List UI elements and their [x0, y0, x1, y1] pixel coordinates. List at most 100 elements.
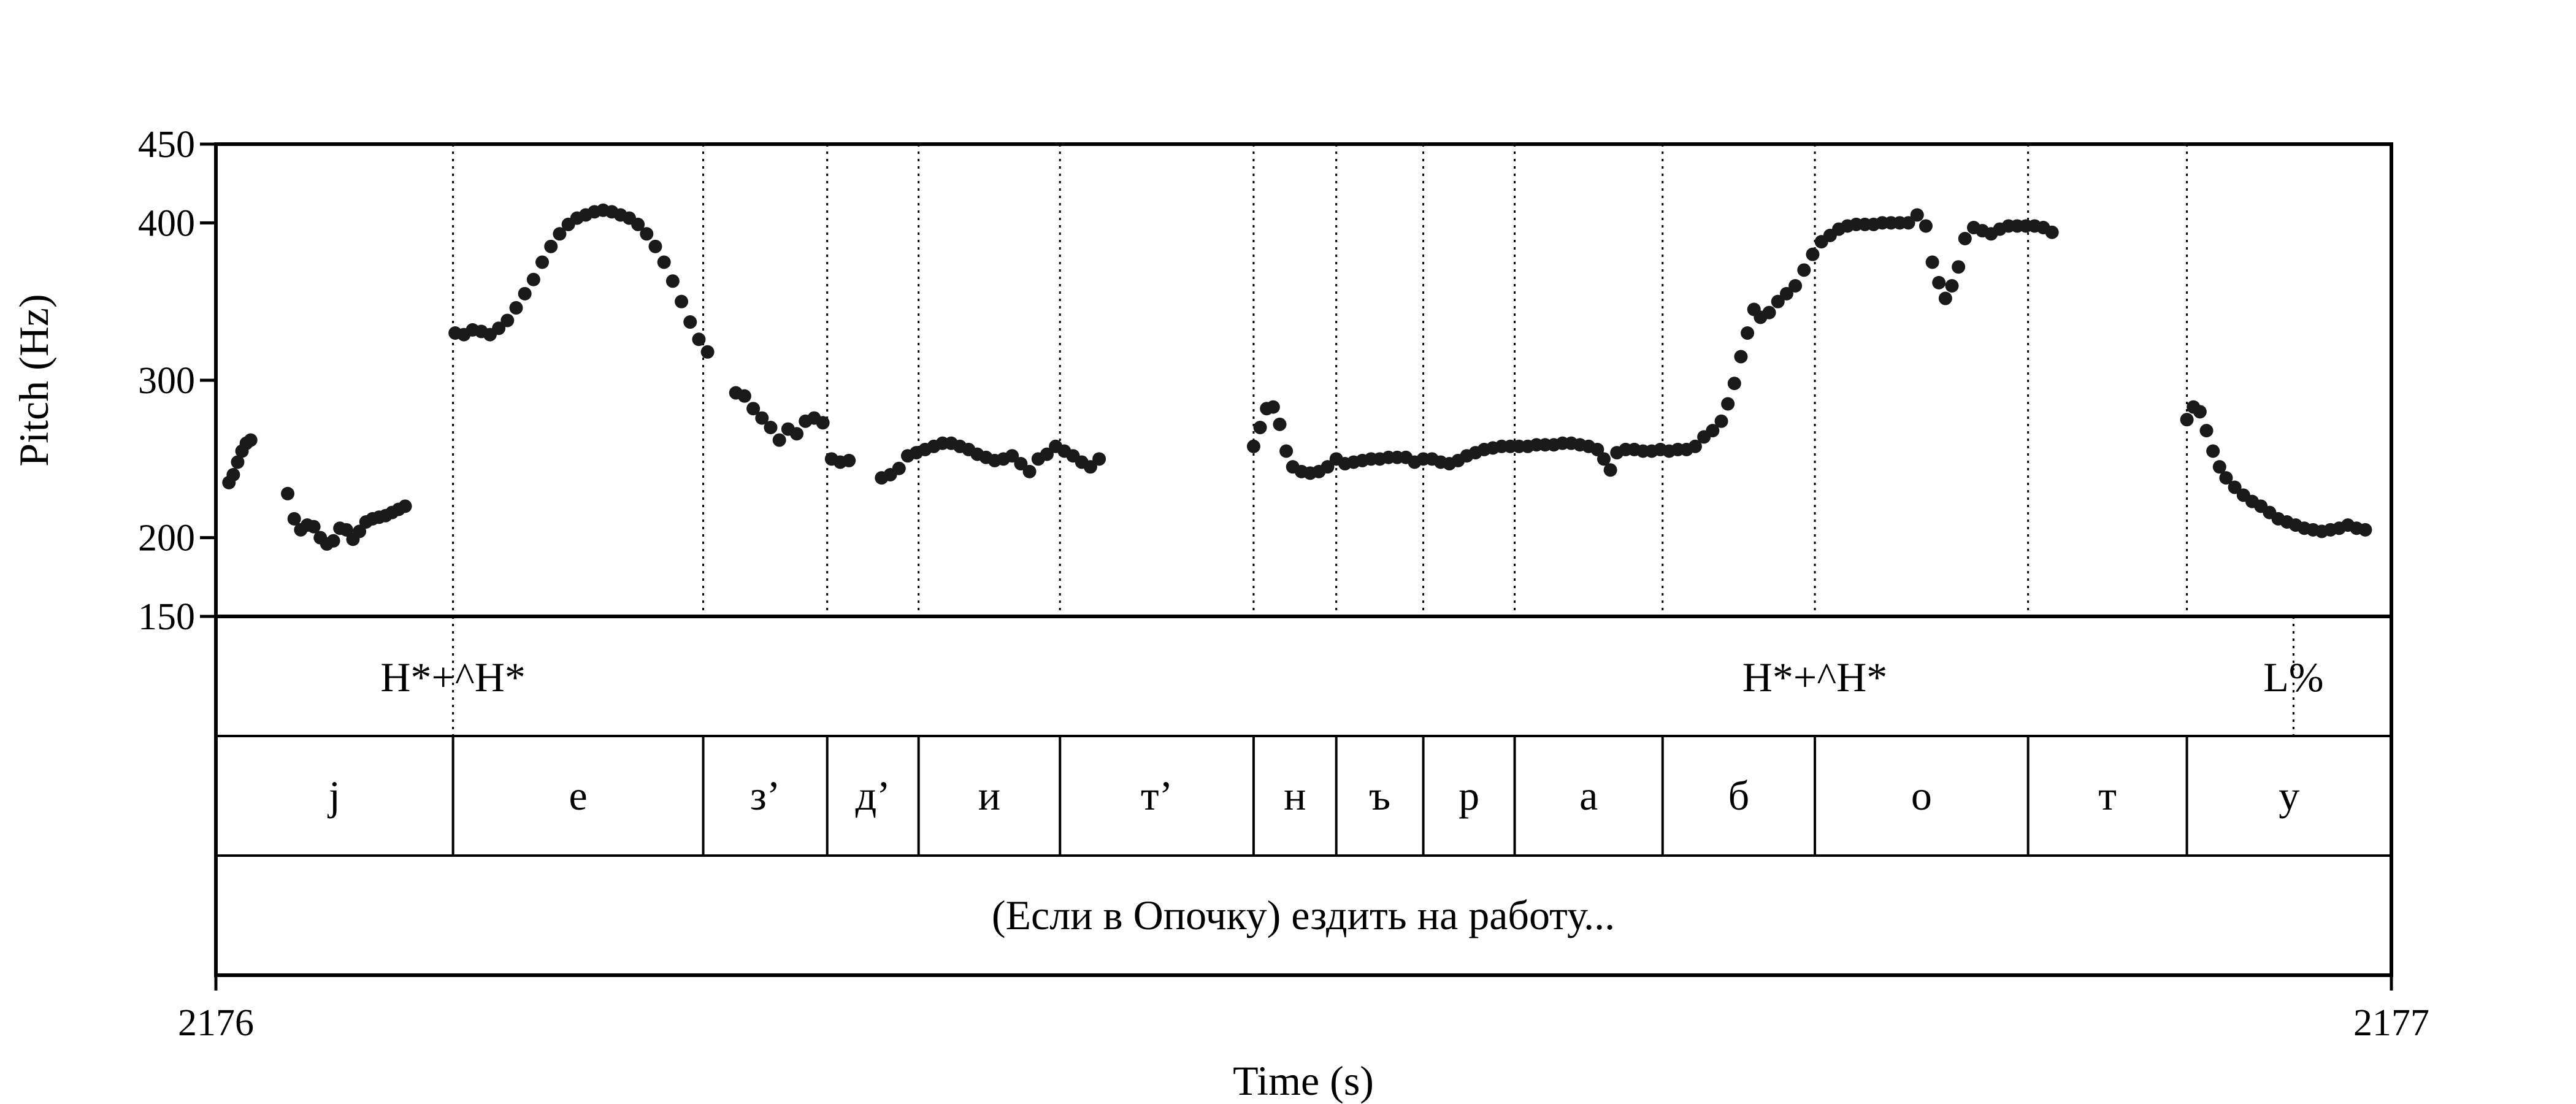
pitch-point	[1040, 447, 1054, 461]
tone-tier: H*+^H* H*+^H* L%	[380, 654, 2323, 700]
segment-label: и	[978, 772, 1000, 819]
segment-label: а	[1579, 772, 1598, 819]
segment-label: з’	[750, 772, 781, 819]
tone-label: H*+^H*	[1742, 654, 1887, 700]
segment-label: д’	[856, 772, 891, 819]
pitch-point	[772, 433, 786, 447]
pitch-point	[1092, 452, 1106, 466]
pitch-point	[544, 239, 558, 253]
pitch-point	[1919, 219, 1933, 233]
pitch-point	[665, 274, 680, 288]
pitch-point	[509, 301, 523, 315]
pitch-point	[1005, 449, 1019, 463]
pitch-point	[287, 512, 301, 526]
pitch-point	[657, 255, 671, 269]
pitch-point	[2193, 405, 2207, 419]
pitch-point	[631, 217, 645, 231]
pitch-point	[1806, 247, 1820, 261]
pitch-point	[1734, 350, 1748, 364]
x-tick-label-end: 2177	[2353, 1002, 2429, 1044]
pitch-point	[1688, 439, 1702, 453]
pitch-point	[2228, 480, 2242, 494]
segment-tier: j е з’ д’ и т’ н ъ р а б о т у	[328, 736, 2299, 856]
pitch-point	[1797, 263, 1811, 277]
pitch-point	[1253, 421, 1267, 434]
pitch-point	[2212, 460, 2226, 474]
pitch-point	[2358, 523, 2372, 537]
pitch-point	[1714, 414, 1728, 428]
pitch-point	[2199, 424, 2214, 438]
pitch-point	[1321, 460, 1335, 474]
segment-label: р	[1459, 772, 1479, 819]
pitch-point	[2206, 444, 2220, 458]
segment-label: ъ	[1369, 772, 1390, 819]
pitch-point	[1083, 460, 1097, 474]
pitch-point	[1938, 291, 1952, 305]
pitch-point	[764, 421, 778, 434]
segment-label: т	[2098, 772, 2117, 819]
segment-label: б	[1728, 772, 1750, 819]
pitch-point	[692, 332, 706, 347]
segment-label: j	[328, 772, 340, 819]
pitch-point	[339, 523, 353, 537]
pitch-point	[500, 313, 515, 328]
segment-label: о	[1911, 772, 1932, 819]
x-tick-label-start: 2176	[178, 1002, 254, 1044]
segment-label: т’	[1141, 772, 1173, 819]
pitch-points	[222, 203, 2372, 551]
pitch-point	[1788, 279, 1803, 293]
pitch-point	[553, 227, 567, 241]
pitch-point	[1706, 424, 1720, 438]
segment-label: у	[2279, 772, 2299, 819]
pitch-point	[281, 486, 295, 500]
pitch-point	[1246, 439, 1260, 453]
pitch-point	[1022, 464, 1037, 478]
y-tick-label: 450	[138, 124, 195, 166]
pitch-point	[2219, 471, 2233, 485]
pitch-point	[1590, 442, 1604, 456]
pitch-point	[398, 499, 412, 513]
pitch-point	[1901, 216, 1915, 230]
pitch-point	[640, 227, 654, 241]
segment-label: н	[1284, 772, 1306, 819]
pitch-point	[1721, 397, 1735, 411]
annotation-frame	[214, 615, 2393, 977]
tone-label: H*+^H*	[380, 654, 525, 700]
pitch-point	[675, 294, 689, 309]
pitch-point	[700, 345, 715, 359]
pitch-point	[326, 534, 340, 548]
pitch-point	[1273, 417, 1287, 431]
pitch-point	[737, 389, 751, 403]
pitch-point	[648, 239, 662, 253]
pitch-point	[1932, 275, 1946, 289]
pitch-point	[1597, 452, 1611, 466]
pitch-point	[2180, 413, 2194, 427]
pitch-point	[1925, 255, 1939, 269]
pitch-point	[307, 519, 321, 534]
pitch-point	[842, 453, 856, 467]
pitch-point	[892, 461, 906, 475]
y-tick-label: 400	[138, 202, 195, 244]
tone-label: L%	[2263, 654, 2323, 700]
segment-label: е	[569, 772, 587, 819]
y-tick-label: 300	[138, 360, 195, 402]
x-axis-title: Time (s)	[1233, 1057, 1374, 1104]
boundary-lines	[452, 144, 2294, 736]
pitch-point	[1279, 444, 1294, 458]
pitch-point	[1014, 457, 1028, 471]
pitch-point	[1958, 232, 1972, 245]
pitch-point	[746, 402, 761, 416]
pitch-plot-frame	[214, 142, 2393, 618]
pitch-point	[755, 411, 769, 425]
pitch-point	[816, 416, 830, 430]
pitch-point	[231, 455, 245, 469]
pitch-point	[526, 272, 540, 286]
pitch-point	[1603, 463, 1617, 477]
pitch-point	[1945, 279, 1959, 293]
pitch-point	[1727, 377, 1741, 391]
pitch-point	[1910, 208, 1924, 222]
pitch-point	[1771, 294, 1785, 309]
pitch-point	[535, 255, 550, 269]
pitch-point	[1952, 260, 1966, 274]
